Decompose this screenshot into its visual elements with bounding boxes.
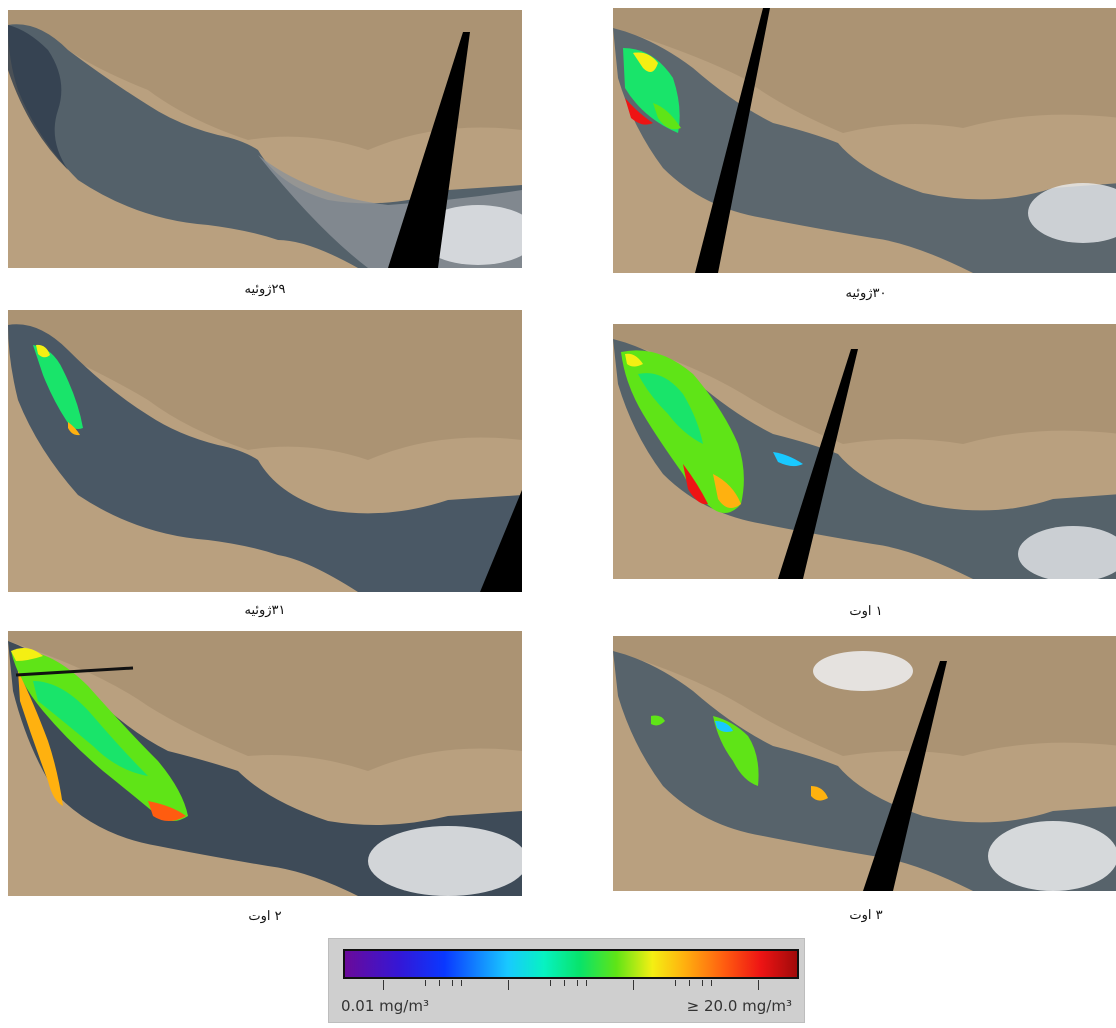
satellite-image-aug1: [613, 324, 1116, 579]
color-scale-legend: 0.01 mg/m³ ≥ 20.0 mg/m³: [328, 938, 805, 1023]
caption-aug2: ۲ اوت: [248, 909, 282, 924]
caption-jul29: ۲۹ژوئیه: [244, 282, 286, 297]
satellite-image-aug3: [613, 636, 1116, 891]
caption-aug1: ۱ اوت: [849, 604, 883, 619]
satellite-image-jul30: [613, 8, 1116, 273]
caption-jul30: ۳۰ژوئیه: [845, 286, 887, 301]
legend-min-label: 0.01 mg/m³: [341, 997, 429, 1015]
caption-aug3: ۳ اوت: [849, 908, 883, 923]
satellite-image-aug2: [8, 631, 522, 896]
color-scale-bar: [343, 949, 799, 979]
satellite-image-jul31: [8, 310, 522, 592]
legend-max-label: ≥ 20.0 mg/m³: [686, 997, 792, 1015]
caption-jul31: ۳۱ژوئیه: [244, 603, 286, 618]
satellite-image-jul29: [8, 10, 522, 268]
color-scale-ticks: [343, 980, 799, 992]
